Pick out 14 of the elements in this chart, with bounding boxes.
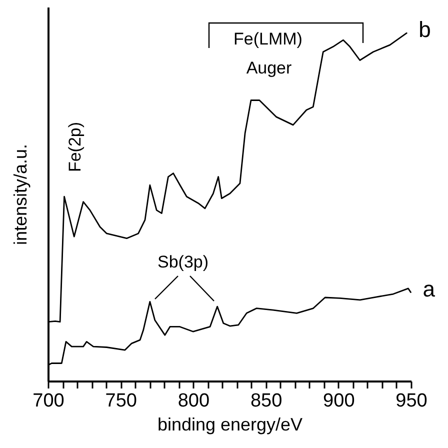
- annotation: Fe(2p): [66, 122, 84, 172]
- x-tick-label: 850: [250, 390, 282, 412]
- x-tick-label: 750: [105, 390, 137, 412]
- x-axis-title: binding energy/eV: [157, 414, 303, 434]
- annotation: Fe(LMM): [234, 30, 302, 48]
- series-label: a: [422, 276, 436, 302]
- annotation: Sb(3p): [157, 252, 209, 272]
- x-tick-label: 950: [396, 390, 428, 412]
- x-tick-label: 900: [323, 390, 355, 412]
- annotation: Auger: [246, 58, 292, 78]
- x-tick-label: 700: [32, 390, 64, 412]
- x-tick-label: 800: [178, 390, 210, 412]
- series-label: b: [418, 17, 431, 42]
- y-axis-title: intensity/a.u.: [10, 144, 30, 246]
